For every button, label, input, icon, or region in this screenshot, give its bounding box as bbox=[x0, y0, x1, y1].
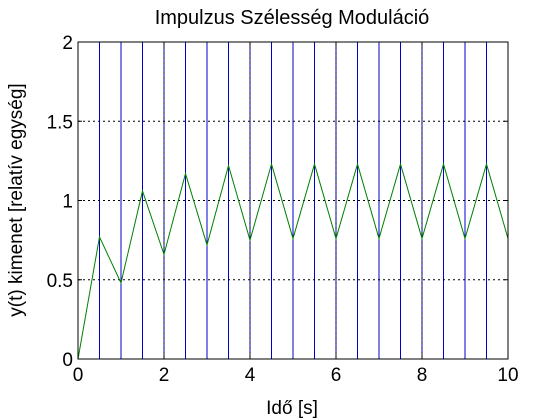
x-tick-label-5: 10 bbox=[497, 365, 518, 386]
y-tick-label-4: 2 bbox=[62, 33, 73, 54]
x-axis-label: Idő [s] bbox=[266, 398, 318, 419]
y-tick-label-0: 0 bbox=[62, 350, 73, 371]
series-line-0 bbox=[77, 162, 509, 360]
x-tick-label-2: 4 bbox=[245, 365, 256, 386]
y-tick-label-1: 0.5 bbox=[47, 271, 73, 292]
y-axis-label: y(t) kimenet [relatív egység] bbox=[6, 83, 27, 316]
plot-area: 0 2 4 6 8 10 0 0.5 1 1.5 2 bbox=[47, 33, 519, 386]
y-tick-label-2: 1 bbox=[62, 192, 73, 213]
x-tick-label-3: 6 bbox=[331, 365, 342, 386]
chart-title: Impulzus Szélesség Moduláció bbox=[155, 7, 430, 29]
x-tick-label-4: 8 bbox=[417, 365, 428, 386]
x-tick-label-0: 0 bbox=[73, 365, 84, 386]
x-tick-label-1: 2 bbox=[159, 365, 170, 386]
y-tick-label-3: 1.5 bbox=[47, 112, 73, 133]
